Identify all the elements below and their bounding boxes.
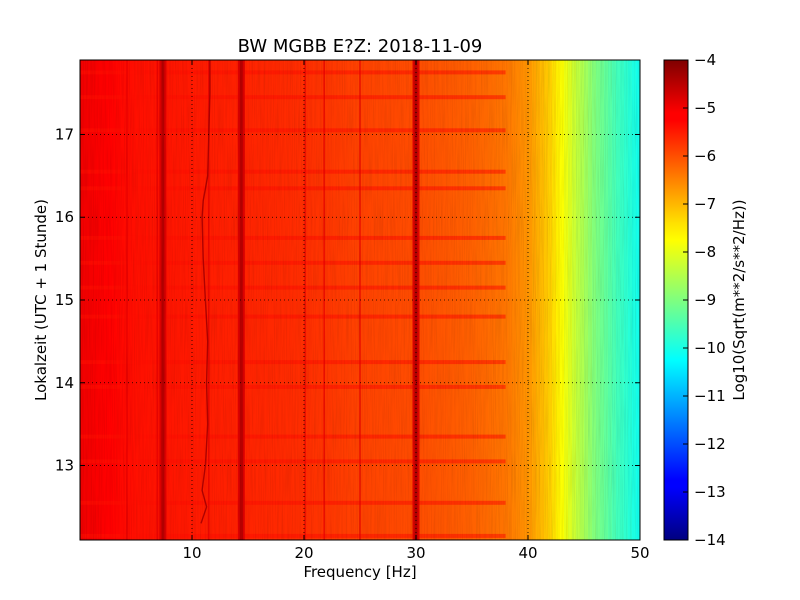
x-tick-label: 30 — [406, 544, 425, 562]
colorbar-tick-label: −6 — [694, 147, 716, 165]
colorbar-ticks: −4 −5 −6 −7 −8 −9 −10 −11 −12 −13 −14 — [683, 51, 726, 549]
colorbar-tick-label: −5 — [694, 99, 716, 117]
x-tick-label: 10 — [182, 544, 201, 562]
y-axis: 13 14 15 16 17 — [55, 125, 640, 475]
colorbar-tick-label: −11 — [694, 387, 726, 405]
y-tick-label: 14 — [55, 374, 74, 392]
y-tick-label: 15 — [55, 291, 74, 309]
colorbar-tick-label: −14 — [694, 531, 726, 549]
colorbar-tick-label: −7 — [694, 195, 716, 213]
colorbar-tick-label: −10 — [694, 339, 726, 357]
x-tick-label: 50 — [630, 544, 649, 562]
chart-title: BW MGBB E?Z: 2018-11-09 — [238, 36, 483, 57]
gridlines — [80, 60, 640, 540]
x-tick-label: 40 — [518, 544, 537, 562]
colorbar-label: Log10(Sqrt(m**2/s**2/Hz)) — [730, 199, 748, 400]
colorbar-tick-label: −12 — [694, 435, 726, 453]
y-tick-label: 17 — [55, 125, 74, 143]
colorbar: −4 −5 −6 −7 −8 −9 −10 −11 −12 −13 −14 Log10(Sqrt(m… — [663, 51, 748, 549]
colorbar-tick-label: −8 — [694, 243, 716, 261]
y-tick-label: 13 — [55, 457, 74, 475]
y-axis-label: Lokalzeit (UTC + 1 Stunde) — [32, 199, 50, 401]
x-axis-label: Frequency [Hz] — [303, 563, 416, 581]
plot-area: 10 20 30 40 50 13 14 15 16 17 — [55, 59, 650, 562]
x-axis: 10 20 30 40 50 — [182, 60, 650, 562]
x-tick-label: 20 — [294, 544, 313, 562]
colorbar-tick-label: −13 — [694, 483, 726, 501]
colorbar-tick-label: −9 — [694, 291, 716, 309]
colorbar-tick-label: −4 — [694, 51, 716, 69]
y-tick-label: 16 — [55, 208, 74, 226]
